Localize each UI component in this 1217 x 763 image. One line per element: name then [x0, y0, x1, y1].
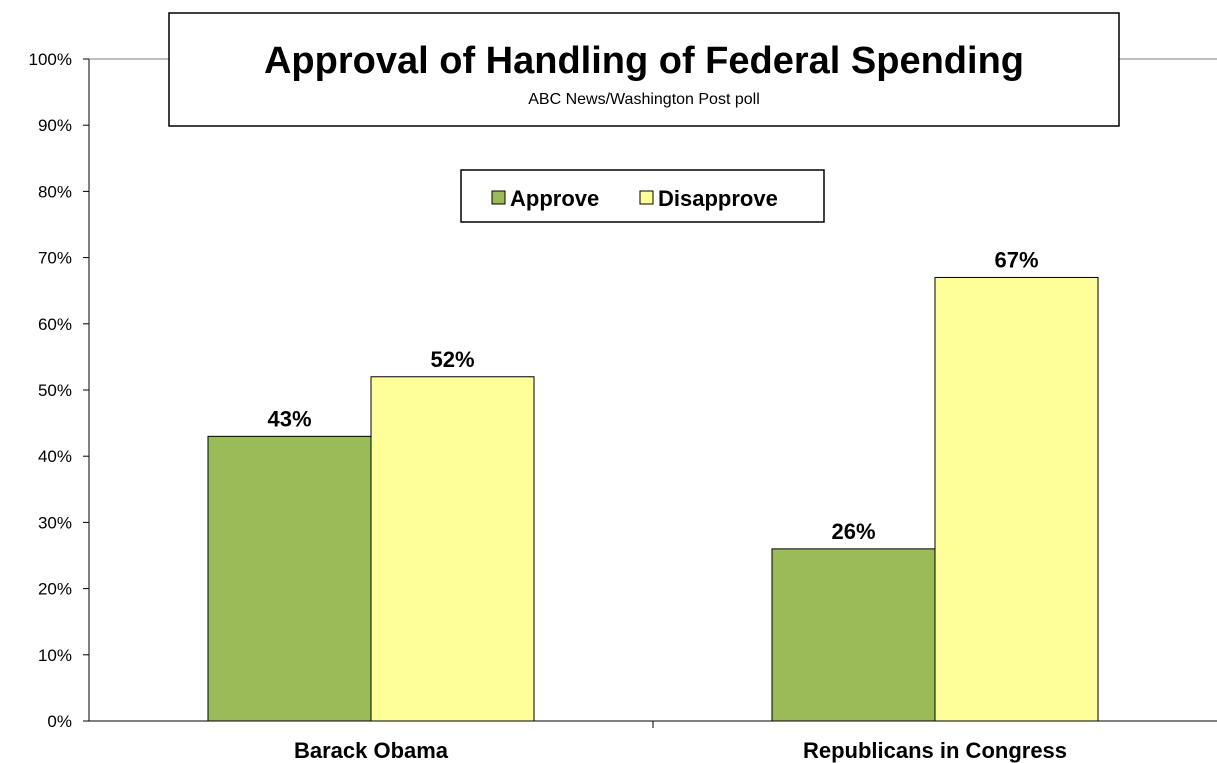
data-label-approve-1: 43% [267, 406, 311, 431]
y-tick-label: 40% [38, 447, 72, 466]
axes: 0% 10% 20% 30% 40% 50% 60% 70% 80% 90% 100% Barack … [29, 50, 1217, 763]
data-label-disapprove-1: 52% [430, 347, 474, 372]
data-labels: 43% 52% 26% 67% [267, 247, 1038, 543]
legend-label-approve: Approve [510, 186, 599, 211]
y-tick-label: 30% [38, 513, 72, 532]
chart-subtitle: ABC News/Washington Post poll [528, 91, 760, 108]
y-tick-label: 0% [47, 712, 72, 731]
x-category-label: Republicans in Congress [803, 738, 1067, 763]
chart-title: Approval of Handling of Federal Spending [264, 40, 1024, 82]
bar-approve-2 [771, 548, 936, 722]
bar-approve-1 [207, 435, 372, 722]
bar-disapprove-2 [934, 276, 1099, 722]
y-tick-label: 90% [38, 116, 72, 135]
bars [207, 276, 1099, 722]
y-tick-label: 10% [38, 646, 72, 665]
y-tick-label: 100% [29, 50, 72, 69]
legend: Approve Disapprove [460, 169, 825, 223]
legend-swatch-approve [491, 190, 506, 205]
y-tick-label: 50% [38, 381, 72, 400]
y-tick-label: 70% [38, 249, 72, 268]
legend-swatch-disapprove [639, 190, 654, 205]
y-tick-label: 20% [38, 580, 72, 599]
y-tick-label: 80% [38, 182, 72, 201]
legend-label-disapprove: Disapprove [658, 186, 778, 211]
data-label-disapprove-2: 67% [994, 247, 1038, 272]
y-tick-label: 60% [38, 315, 72, 334]
data-label-approve-2: 26% [831, 519, 875, 544]
x-category-label: Barack Obama [294, 738, 449, 763]
bar-disapprove-1 [370, 376, 535, 722]
title-box: Approval of Handling of Federal Spending… [168, 12, 1120, 127]
